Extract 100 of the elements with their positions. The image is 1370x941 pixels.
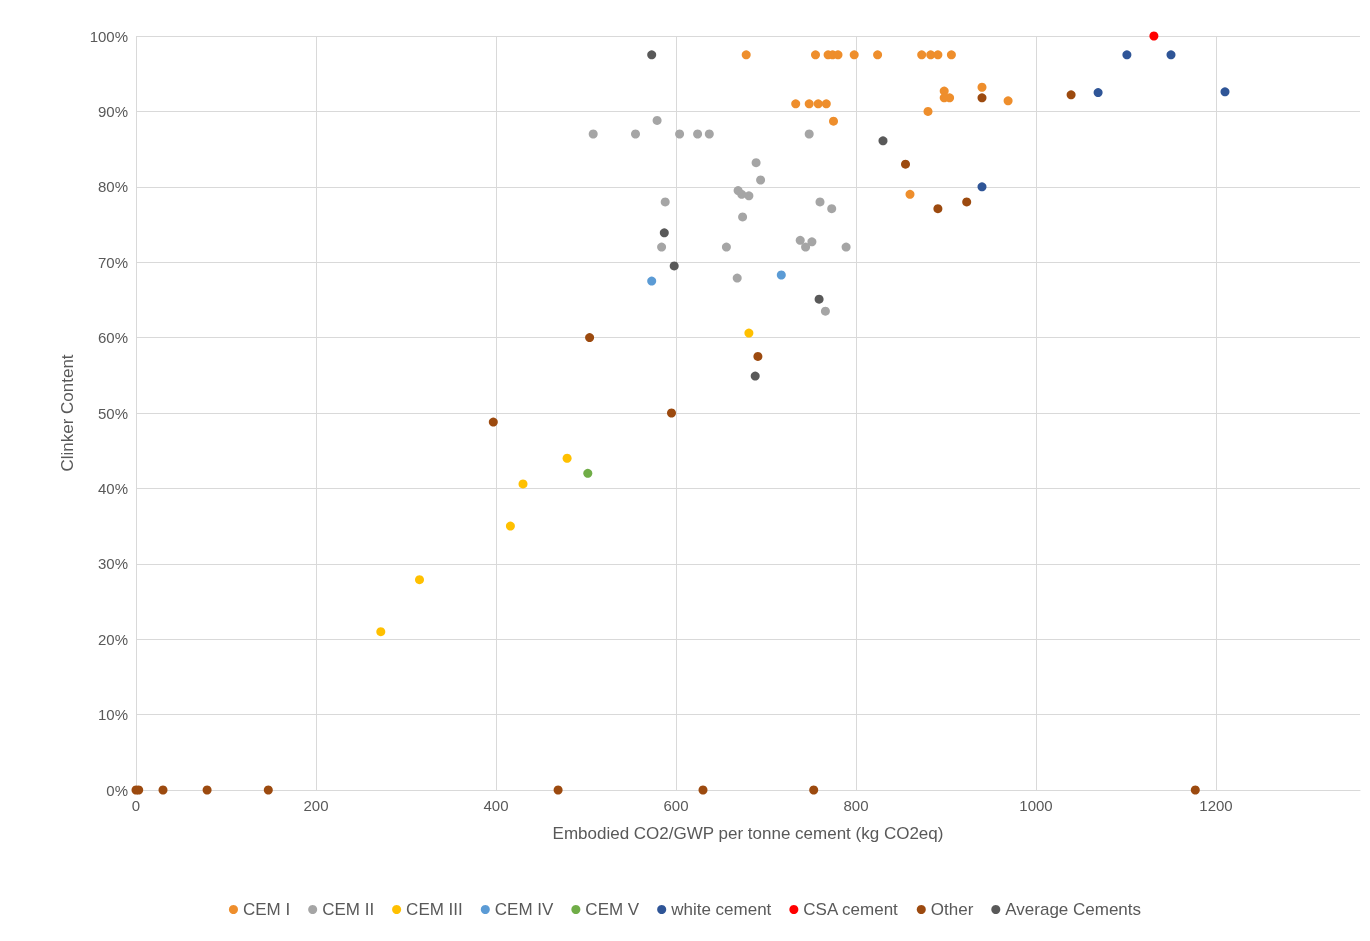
y-tick-label: 0% [106, 781, 128, 799]
point [776, 270, 786, 280]
point [751, 158, 761, 168]
x-tick-label: 400 [483, 797, 509, 814]
point [807, 237, 817, 247]
legend-label: Other [930, 900, 974, 919]
point [738, 212, 748, 222]
point [791, 99, 801, 109]
point [562, 453, 572, 463]
point [553, 785, 563, 795]
legend-label: CEM IV [494, 900, 555, 919]
point [801, 242, 811, 252]
point [647, 276, 657, 286]
point [795, 235, 805, 245]
legend-label: Average Cements [1005, 900, 1142, 919]
point [657, 242, 667, 252]
point [518, 479, 528, 489]
x-tick-label: 1200 [1199, 797, 1233, 814]
point [829, 116, 838, 126]
point [1003, 96, 1013, 106]
point [945, 93, 955, 103]
point [813, 99, 823, 109]
x-axis-title: Embodied CO2/GWP per tonne cement (kg CO2eq) [552, 824, 944, 843]
point [652, 115, 662, 125]
y-tick-label: 100% [89, 27, 128, 45]
point [583, 468, 593, 478]
point [667, 408, 676, 418]
x-tick-label: 1000 [1019, 797, 1053, 814]
point [202, 785, 212, 795]
point [669, 261, 679, 271]
point [1122, 50, 1132, 60]
point [704, 129, 714, 139]
legend-label: CEM I [242, 900, 291, 919]
point [815, 197, 825, 207]
point [933, 204, 943, 214]
x-tick-label: 0 [131, 797, 141, 814]
point [756, 175, 766, 185]
point [376, 627, 386, 637]
point [804, 99, 814, 109]
point [488, 417, 498, 427]
point [158, 785, 168, 795]
point [804, 129, 814, 139]
x-tick-label: 200 [303, 797, 329, 814]
point [1149, 31, 1159, 41]
x-tick-label: 600 [663, 797, 689, 814]
y-tick-label: 50% [97, 404, 128, 422]
point [933, 50, 943, 60]
y-axis-title: Clinker Content [58, 354, 77, 472]
y-tick-label: 20% [97, 630, 128, 648]
point [263, 785, 273, 795]
point [505, 521, 515, 531]
point [660, 197, 670, 207]
y-tick-label: 40% [97, 479, 128, 497]
x-tick-label: 800 [843, 797, 869, 814]
point [659, 228, 669, 238]
point [962, 197, 972, 207]
point [631, 129, 640, 139]
point [1190, 785, 1200, 795]
point [741, 50, 751, 60]
point [585, 333, 595, 343]
y-tick-label: 60% [97, 329, 128, 347]
point [750, 371, 760, 381]
point [1220, 87, 1230, 97]
point [744, 328, 754, 338]
point [737, 189, 747, 199]
point [827, 204, 837, 214]
point [917, 50, 927, 60]
point [841, 242, 851, 252]
point [946, 50, 956, 60]
y-tick-label: 80% [97, 178, 128, 196]
point [926, 50, 936, 60]
point [698, 785, 708, 795]
legend-label: CSA cement [803, 900, 899, 919]
point [977, 93, 987, 103]
point [977, 82, 987, 92]
point [588, 129, 598, 139]
point [977, 182, 987, 192]
point [873, 50, 883, 60]
point [675, 129, 685, 139]
y-tick-label: 10% [97, 706, 128, 724]
y-tick-label: 30% [97, 555, 128, 573]
legend-label: CEM V [585, 900, 640, 919]
point [647, 50, 657, 60]
point [811, 50, 820, 60]
point [809, 785, 819, 795]
legend-label: white cement [670, 900, 772, 919]
y-tick-label: 90% [97, 102, 128, 120]
point [1093, 88, 1103, 98]
point [849, 50, 859, 60]
y-tick-label: 70% [97, 253, 128, 271]
point [905, 189, 915, 199]
point [878, 136, 888, 146]
point [721, 242, 731, 252]
point [415, 575, 424, 585]
point [814, 294, 824, 304]
point [732, 273, 742, 283]
point [901, 159, 910, 169]
legend-label: CEM III [406, 900, 463, 919]
point [753, 351, 763, 361]
point [1066, 90, 1076, 100]
